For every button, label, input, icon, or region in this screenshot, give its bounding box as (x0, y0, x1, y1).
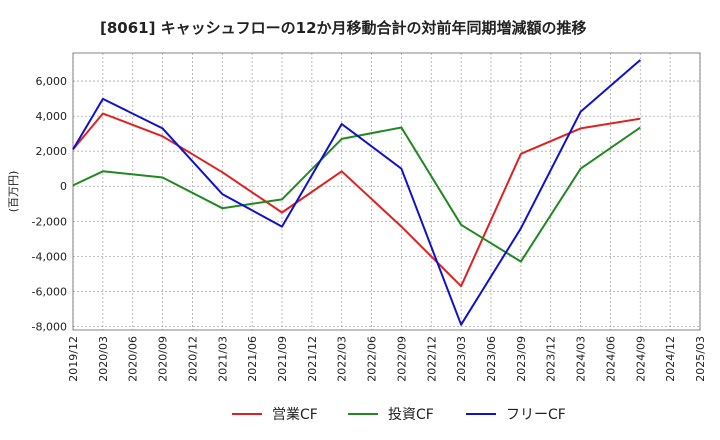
x-tick-label: 2019/12 (67, 336, 80, 382)
x-tick-label: 2024/03 (575, 336, 588, 382)
series-line-2 (72, 59, 641, 326)
y-tick-label: 6,000 (36, 75, 68, 88)
y-tick-label: -8,000 (32, 320, 67, 333)
x-tick-label: 2021/03 (216, 336, 229, 382)
series-lines (72, 59, 641, 326)
x-tick-label: 2023/09 (515, 336, 528, 382)
y-tick-label: -6,000 (32, 285, 67, 298)
y-tick-label: 2,000 (36, 145, 68, 158)
x-tick-label: 2024/12 (664, 336, 677, 382)
x-tick-label: 2022/09 (395, 336, 408, 382)
legend-label: 営業CF (272, 407, 318, 423)
y-axis: 6,000 4,000 2,000 0 -2,000 -4,000 -6,000 -8,000 (32, 75, 67, 333)
x-tick-label: 2023/06 (485, 336, 498, 382)
y-axis-label: (百万円) (7, 171, 20, 213)
x-axis: 2019/12 2020/03 2020/06 2020/09 2020/12 2021/… (67, 336, 707, 382)
x-tick-label: 2020/06 (127, 336, 140, 382)
x-tick-label: 2024/06 (604, 336, 617, 382)
x-tick-label: 2021/09 (276, 336, 289, 382)
x-tick-label: 2025/03 (694, 336, 707, 382)
x-tick-label: 2023/12 (545, 336, 558, 382)
legend: 営業CF 投資CF フリーCF (232, 407, 566, 423)
grid (72, 53, 701, 330)
x-tick-label: 2020/03 (97, 336, 110, 382)
legend-label: フリーCF (506, 407, 566, 423)
legend-label: 投資CF (388, 407, 434, 423)
x-tick-label: 2020/12 (186, 336, 199, 382)
chart-title: [8061] キャッシュフローの12か月移動合計の対前年同期増減額の推移 (100, 19, 587, 37)
x-tick-label: 2023/03 (455, 336, 468, 382)
x-tick-label: 2021/06 (246, 336, 259, 382)
y-tick-label: -4,000 (32, 250, 67, 263)
x-tick-label: 2024/09 (634, 336, 647, 382)
series-line-0 (72, 112, 641, 288)
x-tick-label: 2022/12 (425, 336, 438, 382)
x-tick-label: 2022/03 (336, 336, 349, 382)
x-tick-label: 2020/09 (157, 336, 170, 382)
x-tick-label: 2022/06 (366, 336, 379, 382)
series-line-1 (72, 126, 641, 263)
y-tick-label: 4,000 (36, 110, 68, 123)
plot-area (72, 52, 701, 331)
y-tick-label: 0 (60, 180, 67, 193)
x-tick-label: 2021/12 (306, 336, 319, 382)
y-tick-label: -2,000 (32, 215, 67, 228)
